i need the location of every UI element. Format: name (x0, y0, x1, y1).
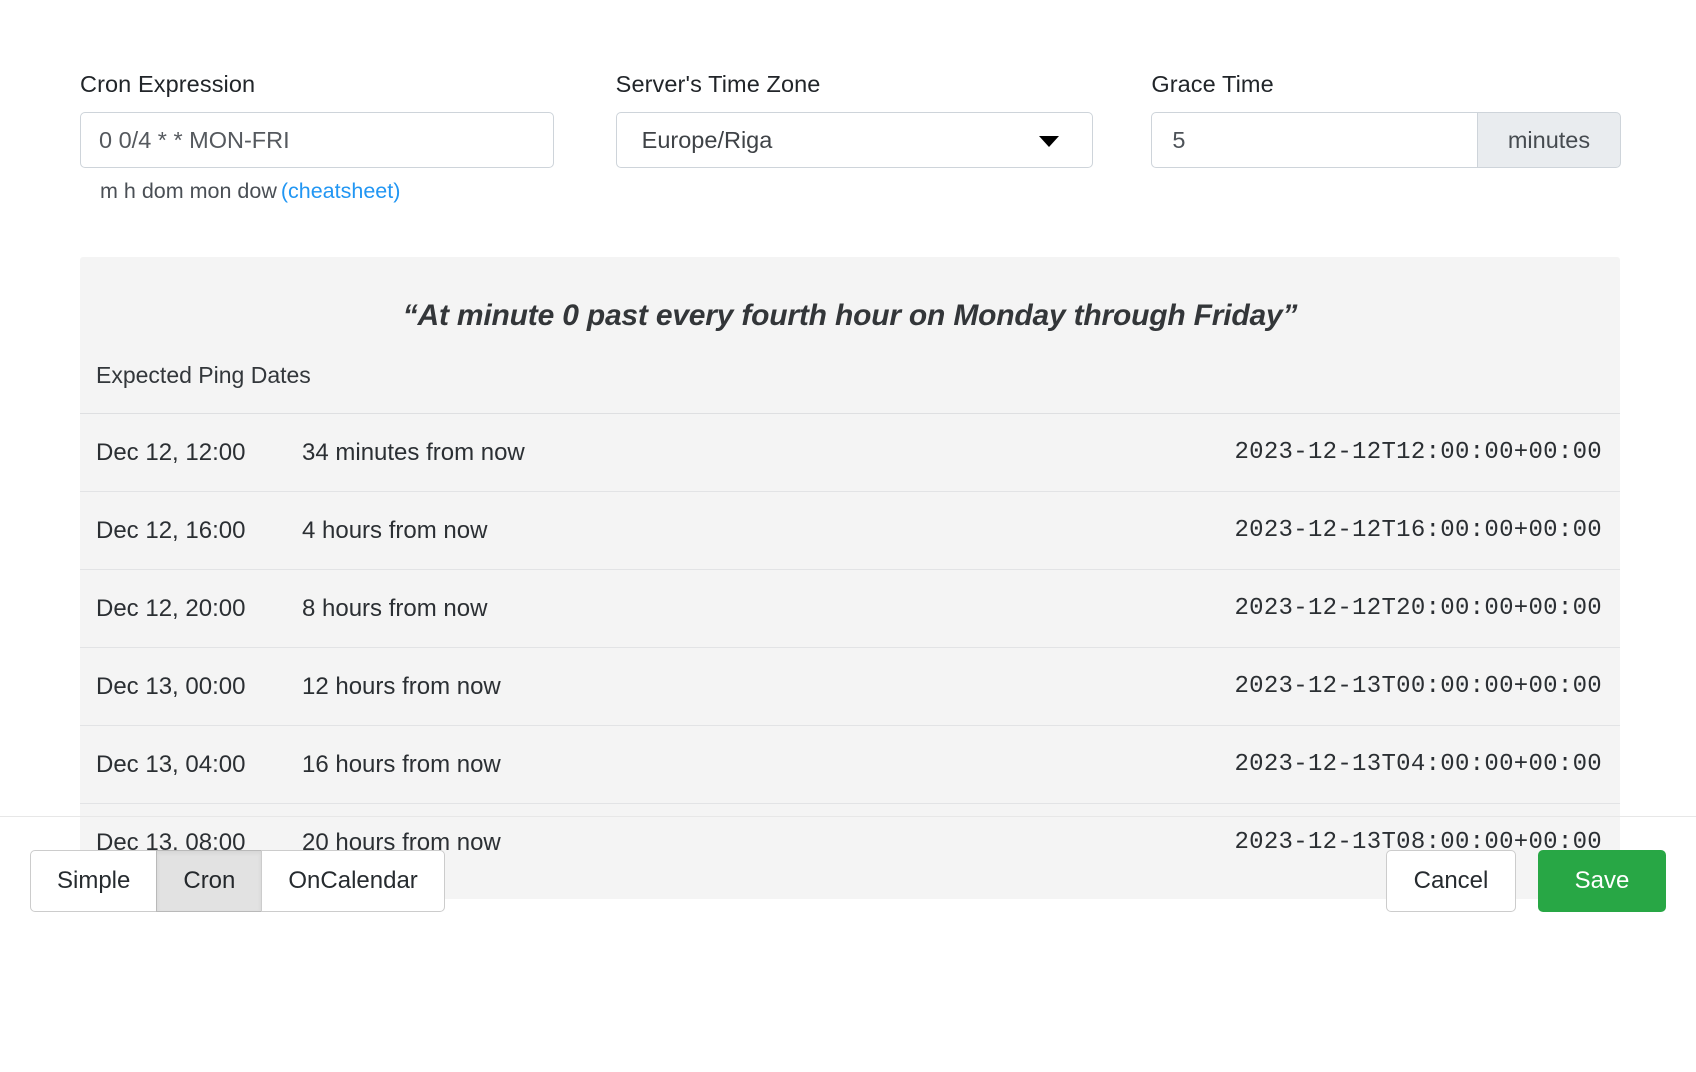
cron-expression-field: Cron Expression 0 0/4 * * MON-FRI m h do… (80, 70, 554, 205)
grace-time-label: Grace Time (1151, 71, 1274, 97)
schedule-preview-panel: “At minute 0 past every fourth hour on M… (80, 256, 1620, 899)
grace-time-input-group: 5 minutes (1151, 112, 1621, 169)
timezone-label: Server's Time Zone (615, 71, 821, 97)
schedule-mode-group: Simple Cron OnCalendar (30, 849, 445, 912)
ping-iso: 2023-12-13T00:00:00+00:00 (1234, 673, 1602, 701)
ping-relative: 16 hours from now (302, 750, 501, 778)
table-row: Dec 12, 20:00 8 hours from now 2023-12-1… (80, 569, 1620, 647)
ping-iso: 2023-12-12T16:00:00+00:00 (1234, 517, 1602, 545)
table-row: Dec 13, 04:00 16 hours from now 2023-12-… (80, 725, 1620, 803)
ping-relative: 12 hours from now (302, 672, 501, 700)
tab-oncalendar[interactable]: OnCalendar (261, 849, 445, 912)
schedule-editor-body: Cron Expression 0 0/4 * * MON-FRI m h do… (0, 70, 1696, 944)
ping-iso: 2023-12-12T12:00:00+00:00 (1234, 439, 1602, 467)
modal-footer: Simple Cron OnCalendar Cancel Save (0, 816, 1696, 944)
timezone-select-wrap: Europe/Riga (615, 112, 1094, 169)
cron-expression-input[interactable]: 0 0/4 * * MON-FRI (80, 112, 554, 169)
cancel-button[interactable]: Cancel (1386, 849, 1516, 912)
expected-ping-dates-label: Expected Ping Dates (96, 361, 311, 388)
ping-relative: 34 minutes from now (302, 438, 525, 466)
cron-help-text: m h dom mon dow (cheatsheet) (80, 179, 554, 205)
grace-time-unit: minutes (1477, 112, 1621, 169)
ping-relative: 4 hours from now (302, 516, 488, 544)
ping-iso: 2023-12-12T20:00:00+00:00 (1234, 595, 1602, 623)
footer-actions: Cancel Save (1386, 849, 1666, 912)
ping-date: Dec 12, 16:00 (96, 516, 246, 544)
tab-cron[interactable]: Cron (156, 849, 263, 912)
table-row: Dec 12, 16:00 4 hours from now 2023-12-1… (80, 491, 1620, 569)
ping-date: Dec 12, 20:00 (96, 594, 246, 622)
cheatsheet-link[interactable]: (cheatsheet) (280, 179, 401, 204)
schedule-description: “At minute 0 past every fourth hour on M… (402, 298, 1298, 332)
table-row: Dec 13, 00:00 12 hours from now 2023-12-… (80, 647, 1620, 725)
expected-ping-dates-table: Dec 12, 12:00 34 minutes from now 2023-1… (80, 413, 1620, 881)
ping-relative: 8 hours from now (302, 594, 488, 622)
cron-expression-label: Cron Expression (80, 71, 256, 97)
ping-date: Dec 12, 12:00 (96, 438, 246, 466)
grace-time-field: Grace Time 5 minutes (1151, 70, 1621, 169)
table-row: Dec 12, 12:00 34 minutes from now 2023-1… (80, 413, 1620, 491)
timezone-field: Server's Time Zone Europe/Riga (615, 70, 1094, 169)
tab-simple[interactable]: Simple (30, 849, 158, 912)
ping-date: Dec 13, 00:00 (96, 672, 246, 700)
cron-help-label: m h dom mon dow (100, 179, 277, 204)
timezone-select[interactable]: Europe/Riga (615, 112, 1094, 169)
ping-iso: 2023-12-13T04:00:00+00:00 (1234, 751, 1602, 779)
schedule-fields-row: Cron Expression 0 0/4 * * MON-FRI m h do… (0, 70, 1696, 205)
save-button[interactable]: Save (1538, 849, 1666, 912)
ping-date: Dec 13, 04:00 (96, 750, 246, 778)
grace-time-input[interactable]: 5 (1151, 112, 1477, 169)
